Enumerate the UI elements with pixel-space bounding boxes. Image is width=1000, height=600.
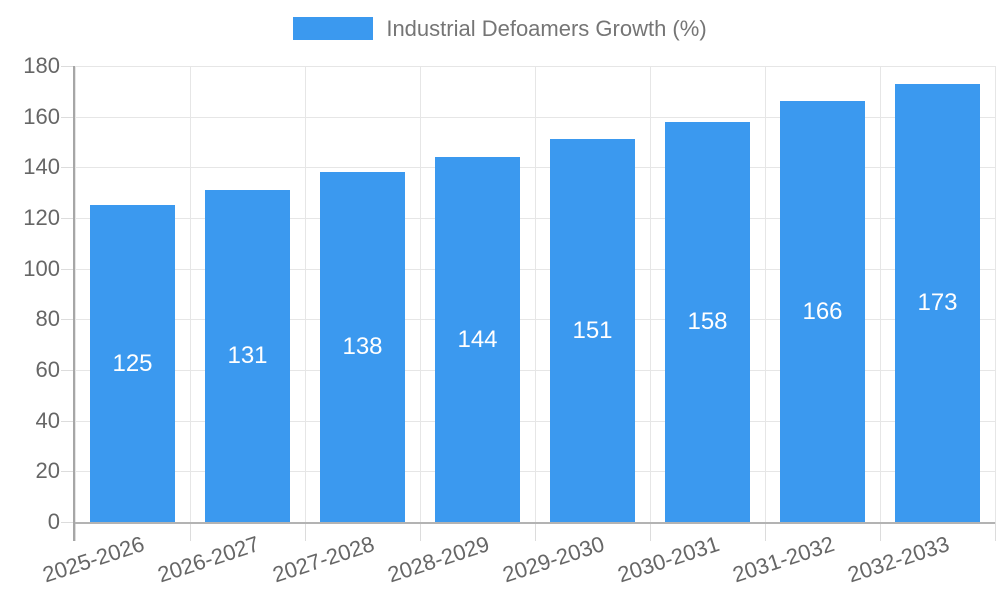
legend[interactable]: Industrial Defoamers Growth (%) xyxy=(0,17,1000,40)
bar-value-label: 131 xyxy=(227,342,268,370)
y-axis-tick-label: 0 xyxy=(47,509,60,534)
bar-value-label: 151 xyxy=(572,316,613,344)
x-tick-mark xyxy=(75,522,76,541)
y-tick-mark xyxy=(61,268,74,270)
bar-value-label: 173 xyxy=(917,288,958,316)
bar[interactable]: 144 xyxy=(435,157,520,522)
y-axis-tick-label: 180 xyxy=(23,53,60,78)
x-axis-tick-label: 2029-2030 xyxy=(499,531,608,588)
x-gridline xyxy=(995,66,996,522)
y-axis-tick-label: 120 xyxy=(23,205,60,230)
x-tick-mark xyxy=(995,522,996,541)
x-tick-mark xyxy=(535,522,536,541)
y-axis-tick-label: 80 xyxy=(35,306,60,332)
y-tick-mark xyxy=(61,167,74,169)
x-tick-mark xyxy=(650,522,651,541)
x-gridline xyxy=(650,66,651,522)
y-axis-tick-label: 20 xyxy=(35,458,60,484)
y-tick-mark xyxy=(61,66,74,67)
bar[interactable]: 173 xyxy=(895,83,980,522)
x-axis-tick-label: 2031-2032 xyxy=(729,531,838,588)
x-axis-tick-label: 2025-2026 xyxy=(39,531,148,588)
y-axis-tick-label: 140 xyxy=(23,154,60,180)
y-axis-tick-label: 60 xyxy=(35,357,60,382)
legend-label: Industrial Defoamers Growth (%) xyxy=(386,15,707,41)
y-tick-mark xyxy=(61,420,74,422)
x-axis-tick-label: 2026-2027 xyxy=(154,531,263,588)
x-gridline xyxy=(305,66,306,522)
y-tick-mark xyxy=(61,471,74,473)
x-axis-line xyxy=(75,522,995,524)
bar[interactable]: 166 xyxy=(780,101,865,522)
y-axis-tick-label: 40 xyxy=(35,407,60,433)
y-axis-tick-label: 100 xyxy=(23,255,60,281)
bar[interactable]: 125 xyxy=(90,205,175,522)
bar[interactable]: 138 xyxy=(320,172,405,522)
bar-value-label: 138 xyxy=(342,333,383,361)
x-gridline xyxy=(880,66,881,522)
x-gridline xyxy=(420,66,421,522)
x-gridline xyxy=(75,66,76,522)
x-tick-mark xyxy=(420,522,421,541)
bar-value-label: 166 xyxy=(802,297,843,325)
legend-swatch xyxy=(293,17,374,40)
bar[interactable]: 131 xyxy=(205,190,290,522)
x-gridline xyxy=(765,66,766,522)
y-tick-mark xyxy=(61,522,74,523)
x-tick-mark xyxy=(765,522,766,541)
bar-value-label: 125 xyxy=(112,349,153,377)
bar-value-label: 144 xyxy=(457,325,498,353)
y-axis-tick-label: 160 xyxy=(23,103,60,129)
y-tick-mark xyxy=(61,319,74,321)
x-axis-tick-label: 2030-2031 xyxy=(614,531,723,588)
x-axis-tick-label: 2027-2028 xyxy=(269,531,378,588)
y-tick-mark xyxy=(61,116,74,118)
y-tick-mark xyxy=(61,370,74,371)
x-gridline xyxy=(190,66,191,522)
plot-area: 0 20 40 60 80 100 120 140 160 180 125 2025-2026 131 2… xyxy=(23,55,996,587)
bar-value-label: 158 xyxy=(687,307,728,335)
y-axis-line xyxy=(73,66,75,541)
bar[interactable]: 158 xyxy=(665,121,750,522)
x-gridline xyxy=(535,66,536,522)
x-tick-mark xyxy=(880,522,881,541)
x-tick-mark xyxy=(190,522,191,541)
bar[interactable]: 151 xyxy=(550,139,635,522)
x-axis-tick-label: 2028-2029 xyxy=(384,531,493,588)
x-tick-mark xyxy=(305,522,306,541)
x-axis-tick-label: 2032-2033 xyxy=(844,531,953,588)
y-tick-mark xyxy=(61,218,74,219)
